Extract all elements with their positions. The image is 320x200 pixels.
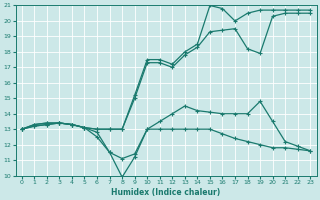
X-axis label: Humidex (Indice chaleur): Humidex (Indice chaleur)	[111, 188, 221, 197]
